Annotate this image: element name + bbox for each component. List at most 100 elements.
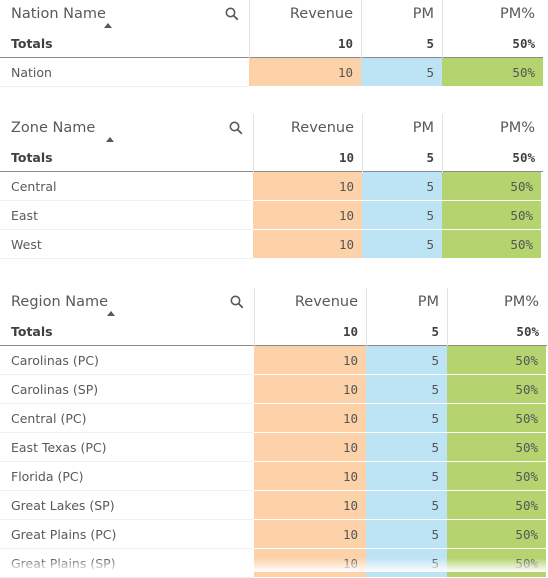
row-label[interactable]: Nation bbox=[0, 58, 249, 87]
table-row[interactable]: Great Plains (PC) 10 5 50% bbox=[0, 520, 548, 549]
pm-pct-header[interactable]: PM% bbox=[447, 288, 547, 317]
table-row[interactable]: Nation 10 5 50% bbox=[0, 58, 548, 87]
sort-ascending-icon[interactable] bbox=[104, 23, 112, 28]
totals-pm: 5 bbox=[362, 143, 442, 172]
row-label[interactable]: Carolinas (PC) bbox=[0, 346, 254, 375]
sort-ascending-icon[interactable] bbox=[107, 311, 115, 316]
table-row[interactable]: Florida (PC) 10 5 50% bbox=[0, 462, 548, 491]
dimension-header[interactable]: Region Name bbox=[0, 288, 254, 317]
pm-pct-cell: 50% bbox=[442, 201, 541, 230]
pm-header[interactable]: PM bbox=[366, 288, 447, 317]
search-icon[interactable] bbox=[225, 7, 239, 21]
revenue-header[interactable]: Revenue bbox=[254, 288, 366, 317]
table-header: Zone Name Revenue PM PM% bbox=[0, 114, 548, 143]
row-label[interactable]: Great Lakes (SP) bbox=[0, 491, 254, 520]
table-row[interactable]: Carolinas (SP) 10 5 50% bbox=[0, 375, 548, 404]
totals-pm: 5 bbox=[366, 317, 447, 346]
pm-pct-header-label: PM% bbox=[499, 120, 535, 136]
pm-header-label: PM bbox=[412, 6, 434, 22]
pm-pct-cell: 50% bbox=[447, 375, 546, 404]
pm-pct-cell: 50% bbox=[447, 433, 546, 462]
table-header: Region Name Revenue PM PM% bbox=[0, 288, 548, 317]
totals-label: Totals bbox=[11, 36, 53, 51]
revenue-header-label: Revenue bbox=[289, 6, 353, 22]
totals-pm-pct: 50% bbox=[442, 143, 543, 172]
totals-label: Totals bbox=[11, 150, 53, 165]
dimension-header-label: Zone Name bbox=[11, 120, 96, 136]
revenue-cell: 10 bbox=[254, 491, 366, 520]
revenue-header-label: Revenue bbox=[294, 294, 358, 310]
pm-cell: 5 bbox=[362, 230, 442, 259]
revenue-header[interactable]: Revenue bbox=[249, 0, 361, 29]
pm-pct-cell: 50% bbox=[447, 491, 546, 520]
pm-cell: 5 bbox=[366, 404, 447, 433]
totals-revenue: 10 bbox=[249, 29, 361, 58]
totals-row: Totals 10 5 50% bbox=[0, 317, 547, 346]
dimension-header[interactable]: Nation Name bbox=[0, 0, 249, 29]
revenue-cell: 10 bbox=[254, 346, 366, 375]
pm-pct-header-label: PM% bbox=[499, 6, 535, 22]
table-row[interactable]: West 10 5 50% bbox=[0, 230, 548, 259]
dimension-header-label: Nation Name bbox=[11, 6, 106, 22]
pm-pct-header-label: PM% bbox=[503, 294, 539, 310]
totals-label: Totals bbox=[11, 324, 53, 339]
nation-table: Nation Name Revenue PM PM% Totals 10 5 5… bbox=[0, 0, 548, 87]
revenue-cell: 10 bbox=[253, 201, 362, 230]
pm-pct-cell: 50% bbox=[447, 346, 546, 375]
totals-revenue: 10 bbox=[254, 317, 366, 346]
table-header: Nation Name Revenue PM PM% bbox=[0, 0, 548, 29]
row-label[interactable]: Central (PC) bbox=[0, 404, 254, 433]
pm-header[interactable]: PM bbox=[361, 0, 442, 29]
pm-header-label: PM bbox=[412, 120, 434, 136]
revenue-cell: 10 bbox=[253, 230, 362, 259]
pm-pct-cell: 50% bbox=[442, 58, 543, 87]
table-row[interactable]: Central 10 5 50% bbox=[0, 172, 548, 201]
totals-row: Totals 10 5 50% bbox=[0, 29, 543, 58]
row-label[interactable]: Central bbox=[0, 172, 253, 201]
totals-pm-pct: 50% bbox=[447, 317, 547, 346]
scroll-fade bbox=[0, 558, 548, 572]
table-row[interactable]: Central (PC) 10 5 50% bbox=[0, 404, 548, 433]
row-label[interactable]: Florida (PC) bbox=[0, 462, 254, 491]
sort-ascending-icon[interactable] bbox=[106, 137, 114, 142]
pm-cell: 5 bbox=[366, 375, 447, 404]
table-row[interactable]: East Texas (PC) 10 5 50% bbox=[0, 433, 548, 462]
search-icon[interactable] bbox=[229, 121, 243, 135]
zone-table: Zone Name Revenue PM PM% Totals 10 5 50%… bbox=[0, 114, 548, 259]
pm-header-label: PM bbox=[417, 294, 439, 310]
row-label[interactable]: Carolinas (SP) bbox=[0, 375, 254, 404]
pm-pct-cell: 50% bbox=[447, 520, 546, 549]
pm-cell: 5 bbox=[366, 433, 447, 462]
row-label[interactable]: East Texas (PC) bbox=[0, 433, 254, 462]
table-row[interactable]: Great Lakes (SP) 10 5 50% bbox=[0, 491, 548, 520]
dimension-header-label: Region Name bbox=[11, 294, 109, 310]
revenue-cell: 10 bbox=[254, 433, 366, 462]
pm-cell: 5 bbox=[361, 58, 442, 87]
row-label[interactable]: West bbox=[0, 230, 253, 259]
table-row[interactable]: Carolinas (PC) 10 5 50% bbox=[0, 346, 548, 375]
pm-cell: 5 bbox=[366, 491, 447, 520]
revenue-cell: 10 bbox=[253, 172, 362, 201]
pm-pct-header[interactable]: PM% bbox=[442, 0, 543, 29]
row-label[interactable]: East bbox=[0, 201, 253, 230]
pm-pct-cell: 50% bbox=[442, 172, 541, 201]
totals-revenue: 10 bbox=[253, 143, 362, 172]
pm-pct-header[interactable]: PM% bbox=[442, 114, 543, 143]
search-icon[interactable] bbox=[230, 295, 244, 309]
region-table: Region Name Revenue PM PM% Totals 10 5 5… bbox=[0, 288, 548, 578]
pm-header[interactable]: PM bbox=[362, 114, 442, 143]
revenue-header[interactable]: Revenue bbox=[253, 114, 362, 143]
revenue-cell: 10 bbox=[254, 404, 366, 433]
table-row[interactable]: East 10 5 50% bbox=[0, 201, 548, 230]
pm-cell: 5 bbox=[362, 201, 442, 230]
dimension-header[interactable]: Zone Name bbox=[0, 114, 253, 143]
revenue-cell: 10 bbox=[254, 462, 366, 491]
totals-row: Totals 10 5 50% bbox=[0, 143, 543, 172]
revenue-cell: 10 bbox=[254, 375, 366, 404]
pm-cell: 5 bbox=[362, 172, 442, 201]
revenue-header-label: Revenue bbox=[290, 120, 354, 136]
row-label[interactable]: Great Plains (PC) bbox=[0, 520, 254, 549]
pm-pct-cell: 50% bbox=[447, 462, 546, 491]
pm-cell: 5 bbox=[366, 462, 447, 491]
revenue-cell: 10 bbox=[254, 520, 366, 549]
